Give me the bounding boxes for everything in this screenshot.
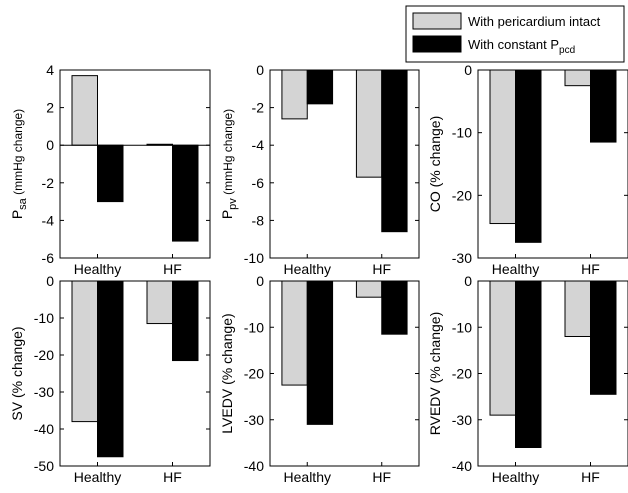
y-tick-label: 4 bbox=[46, 62, 54, 78]
y-axis-label: RVEDV (% change) bbox=[427, 312, 443, 435]
legend-label-pericardium-intact: With pericardium intact bbox=[468, 14, 601, 29]
bar-constant-ppcd-healthy bbox=[97, 144, 124, 203]
y-axis-label: LVEDV (% change) bbox=[219, 313, 235, 433]
x-tick-label: Healthy bbox=[74, 469, 121, 485]
y-tick-label: -10 bbox=[34, 310, 54, 326]
y-tick-label: -10 bbox=[452, 319, 472, 335]
x-tick-label: HF bbox=[372, 469, 391, 485]
y-tick-label: -40 bbox=[452, 458, 472, 474]
y-tick-label: -40 bbox=[34, 421, 54, 437]
y-tick-label: -10 bbox=[452, 125, 472, 141]
y-tick-label: 0 bbox=[46, 137, 54, 153]
panel-6: -40 -30 -20 -10 0 Healthy HF RVEDV (% change) bbox=[427, 273, 628, 485]
legend: With pericardium intact With constant Pp… bbox=[405, 5, 625, 63]
bar-pericardium-intact-hf bbox=[355, 280, 383, 298]
y-tick-label: 0 bbox=[464, 273, 472, 289]
legend-label-constant-ppcd: With constant Ppcd bbox=[468, 37, 575, 56]
y-tick-label: -30 bbox=[452, 250, 472, 266]
bar-constant-ppcd-healthy bbox=[515, 280, 542, 448]
bar-constant-ppcd-hf bbox=[381, 69, 408, 233]
panel-4: -50 -40 -30 -20 -10 0 Healthy HF SV (% change) bbox=[9, 273, 211, 485]
x-tick-label: HF bbox=[163, 469, 182, 485]
y-tick-label: -6 bbox=[252, 175, 265, 191]
y-tick-label: -20 bbox=[34, 347, 54, 363]
legend-swatch-constant-ppcd bbox=[412, 35, 462, 53]
y-tick-label: -50 bbox=[34, 458, 54, 474]
bar-constant-ppcd-hf bbox=[172, 144, 199, 242]
axes-frame bbox=[269, 69, 420, 259]
y-tick-label: 0 bbox=[256, 62, 264, 78]
y-tick-label: 0 bbox=[46, 273, 54, 289]
bar-pericardium-intact-healthy bbox=[489, 280, 516, 416]
legend-swatch-pericardium-intact bbox=[412, 12, 462, 30]
x-tick-label: HF bbox=[581, 469, 600, 485]
bar-pericardium-intact-healthy bbox=[281, 69, 308, 120]
bar-pericardium-intact-healthy bbox=[489, 69, 516, 225]
y-tick-label: -6 bbox=[42, 250, 55, 266]
panel-1: -6 -4 -2 0 2 4 Healthy HF Psa (mmHg change) bbox=[9, 62, 211, 277]
x-tick-label: Healthy bbox=[492, 261, 539, 277]
y-tick-label: -4 bbox=[42, 212, 55, 228]
y-axis-label: SV (% change) bbox=[9, 326, 25, 420]
bar-pericardium-intact-hf bbox=[146, 280, 173, 325]
bar-pericardium-intact-hf bbox=[355, 69, 383, 178]
x-tick-label: HF bbox=[163, 261, 182, 277]
bar-pericardium-intact-healthy bbox=[71, 75, 98, 146]
axes-frame bbox=[59, 69, 211, 259]
y-tick-label: -30 bbox=[34, 384, 54, 400]
y-tick-label: -20 bbox=[244, 366, 264, 382]
y-tick-label: -30 bbox=[452, 412, 472, 428]
bar-pericardium-intact-hf bbox=[564, 280, 591, 337]
bar-constant-ppcd-healthy bbox=[306, 69, 334, 105]
panel-5: -40 -30 -20 -10 0 Healthy HF LVEDV (% change) bbox=[219, 273, 420, 485]
x-tick-label: Healthy bbox=[284, 261, 331, 277]
x-tick-label: Healthy bbox=[284, 469, 331, 485]
axes-frame bbox=[477, 69, 628, 259]
bar-constant-ppcd-healthy bbox=[97, 280, 124, 458]
x-tick-label: HF bbox=[581, 261, 600, 277]
axes-frame bbox=[59, 280, 211, 467]
x-tick-label: Healthy bbox=[74, 261, 121, 277]
x-tick-label: Healthy bbox=[492, 469, 539, 485]
bar-constant-ppcd-hf bbox=[590, 69, 617, 143]
y-tick-label: -40 bbox=[244, 458, 264, 474]
x-tick-label: HF bbox=[372, 261, 391, 277]
bar-pericardium-intact-healthy bbox=[281, 280, 308, 386]
y-tick-label: -20 bbox=[452, 366, 472, 382]
y-tick-label: -10 bbox=[244, 319, 264, 335]
bar-pericardium-intact-healthy bbox=[71, 280, 98, 423]
y-tick-label: 2 bbox=[46, 100, 54, 116]
y-tick-label: 0 bbox=[256, 273, 264, 289]
bar-pericardium-intact-hf bbox=[564, 69, 591, 87]
y-tick-label: -30 bbox=[244, 412, 264, 428]
bar-constant-ppcd-healthy bbox=[515, 69, 542, 243]
y-tick-label: -20 bbox=[452, 187, 472, 203]
panel-2: -10 -8 -6 -4 -2 0 Healthy HF Ppv (mmHg change) bbox=[219, 62, 420, 277]
y-axis-label: CO (% change) bbox=[427, 116, 443, 212]
bar-constant-ppcd-hf bbox=[590, 280, 617, 395]
y-axis-label: Ppv (mmHg change) bbox=[219, 109, 239, 219]
bar-constant-ppcd-healthy bbox=[306, 280, 334, 425]
y-tick-label: -4 bbox=[252, 137, 265, 153]
y-tick-label: 0 bbox=[464, 62, 472, 78]
y-tick-label: -8 bbox=[252, 212, 265, 228]
y-tick-label: -2 bbox=[252, 100, 265, 116]
y-tick-label: -2 bbox=[42, 175, 55, 191]
bar-constant-ppcd-hf bbox=[172, 280, 199, 362]
y-axis-label: Psa (mmHg change) bbox=[9, 109, 29, 219]
bar-constant-ppcd-hf bbox=[381, 280, 408, 335]
y-tick-label: -10 bbox=[244, 250, 264, 266]
panel-3: -30 -20 -10 0 Healthy HF CO (% change) bbox=[427, 62, 628, 277]
